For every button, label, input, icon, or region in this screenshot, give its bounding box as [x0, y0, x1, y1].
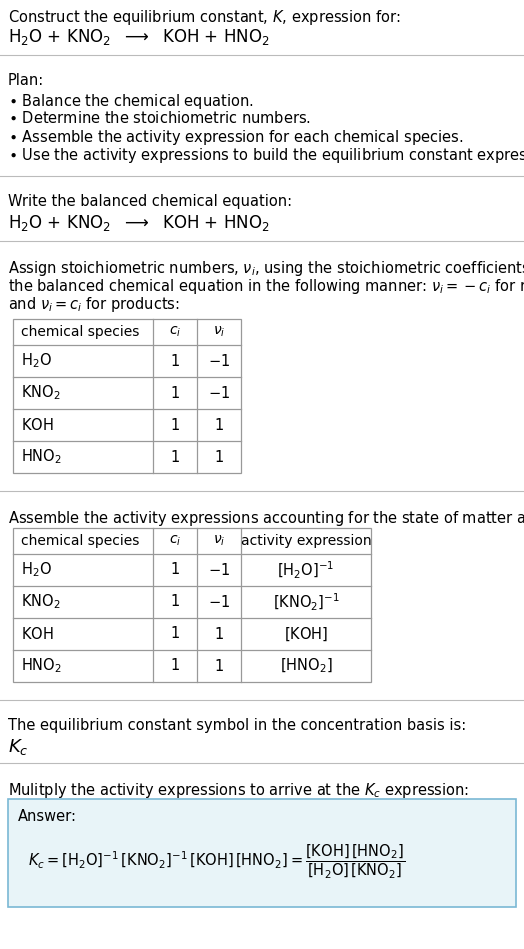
Text: Write the balanced chemical equation:: Write the balanced chemical equation:	[8, 194, 292, 209]
Text: $\mathrm{H_2O}$ + $\mathrm{KNO_2}$  $\longrightarrow$  $\mathrm{KOH}$ + $\mathrm: $\mathrm{H_2O}$ + $\mathrm{KNO_2}$ $\lon…	[8, 27, 269, 47]
Text: Assemble the activity expressions accounting for the state of matter and $\nu_i$: Assemble the activity expressions accoun…	[8, 509, 524, 528]
Text: $\mathrm{H_2O}$: $\mathrm{H_2O}$	[21, 352, 52, 370]
Text: $-1$: $-1$	[208, 594, 230, 610]
Text: the balanced chemical equation in the following manner: $\nu_i = -c_i$ for react: the balanced chemical equation in the fo…	[8, 277, 524, 296]
Text: Plan:: Plan:	[8, 73, 44, 88]
Text: 1: 1	[170, 563, 180, 578]
Text: $\mathrm{H_2O}$ + $\mathrm{KNO_2}$  $\longrightarrow$  $\mathrm{KOH}$ + $\mathrm: $\mathrm{H_2O}$ + $\mathrm{KNO_2}$ $\lon…	[8, 213, 269, 233]
Text: 1: 1	[170, 385, 180, 400]
Text: $\mathrm{KOH}$: $\mathrm{KOH}$	[21, 417, 53, 433]
Bar	[13, 319, 241, 473]
Text: $\bullet$ Determine the stoichiometric numbers.: $\bullet$ Determine the stoichiometric n…	[8, 110, 311, 126]
Text: $\mathrm{KNO_2}$: $\mathrm{KNO_2}$	[21, 592, 61, 611]
Text: $\nu_i$: $\nu_i$	[213, 325, 225, 339]
Text: $c_i$: $c_i$	[169, 533, 181, 549]
Text: $\mathrm{HNO_2}$: $\mathrm{HNO_2}$	[21, 448, 62, 466]
Text: 1: 1	[170, 659, 180, 674]
Text: 1: 1	[170, 594, 180, 609]
Text: 1: 1	[170, 450, 180, 464]
Text: activity expression: activity expression	[241, 534, 372, 548]
Text: chemical species: chemical species	[21, 325, 139, 339]
Text: $c_i$: $c_i$	[169, 325, 181, 339]
Text: $K_c = [\mathrm{H_2O}]^{-1}\,[\mathrm{KNO_2}]^{-1}\,[\mathrm{KOH}]\,[\mathrm{HNO: $K_c = [\mathrm{H_2O}]^{-1}\,[\mathrm{KN…	[28, 842, 405, 880]
Text: $\nu_i$: $\nu_i$	[213, 533, 225, 549]
Text: Mulitply the activity expressions to arrive at the $K_c$ expression:: Mulitply the activity expressions to arr…	[8, 781, 469, 800]
Text: Answer:: Answer:	[18, 809, 77, 824]
Text: 1: 1	[170, 626, 180, 642]
Text: $-1$: $-1$	[208, 385, 230, 401]
Text: 1: 1	[170, 353, 180, 368]
Text: Assign stoichiometric numbers, $\nu_i$, using the stoichiometric coefficients, $: Assign stoichiometric numbers, $\nu_i$, …	[8, 259, 524, 278]
Text: $[\mathrm{KOH}]$: $[\mathrm{KOH}]$	[284, 625, 328, 642]
Text: Construct the equilibrium constant, $K$, expression for:: Construct the equilibrium constant, $K$,…	[8, 8, 401, 27]
Text: $1$: $1$	[214, 658, 224, 674]
Text: chemical species: chemical species	[21, 534, 139, 548]
Text: $K_c$: $K_c$	[8, 737, 29, 757]
Text: The equilibrium constant symbol in the concentration basis is:: The equilibrium constant symbol in the c…	[8, 718, 466, 733]
Text: $\mathrm{HNO_2}$: $\mathrm{HNO_2}$	[21, 657, 62, 676]
Text: $[\mathrm{H_2O}]^{-1}$: $[\mathrm{H_2O}]^{-1}$	[277, 560, 335, 581]
Text: 1: 1	[170, 418, 180, 433]
Text: $[\mathrm{HNO_2}]$: $[\mathrm{HNO_2}]$	[280, 657, 332, 675]
Text: and $\nu_i = c_i$ for products:: and $\nu_i = c_i$ for products:	[8, 295, 180, 314]
Bar	[13, 528, 371, 682]
Text: $\mathrm{KOH}$: $\mathrm{KOH}$	[21, 626, 53, 642]
Text: $\bullet$ Assemble the activity expression for each chemical species.: $\bullet$ Assemble the activity expressi…	[8, 128, 463, 147]
Text: $\mathrm{KNO_2}$: $\mathrm{KNO_2}$	[21, 383, 61, 402]
Text: $\mathrm{H_2O}$: $\mathrm{H_2O}$	[21, 561, 52, 579]
Text: $\bullet$ Use the activity expressions to build the equilibrium constant express: $\bullet$ Use the activity expressions t…	[8, 146, 524, 165]
FancyBboxPatch shape	[8, 799, 516, 907]
Text: $1$: $1$	[214, 449, 224, 465]
Text: $[\mathrm{KNO_2}]^{-1}$: $[\mathrm{KNO_2}]^{-1}$	[272, 591, 340, 612]
Text: $1$: $1$	[214, 626, 224, 642]
Text: $\bullet$ Balance the chemical equation.: $\bullet$ Balance the chemical equation.	[8, 92, 254, 111]
Text: $1$: $1$	[214, 417, 224, 433]
Text: $-1$: $-1$	[208, 353, 230, 369]
Text: $-1$: $-1$	[208, 562, 230, 578]
